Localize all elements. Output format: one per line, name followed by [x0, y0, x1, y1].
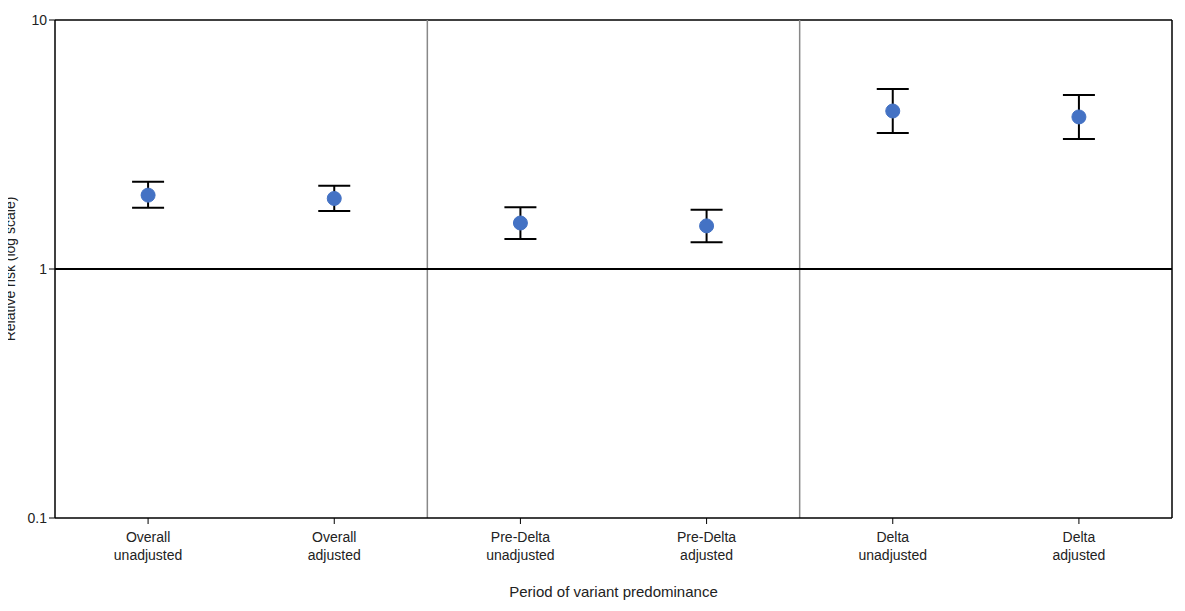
- svg-text:10: 10: [31, 12, 47, 28]
- svg-text:Deltaunadjusted: Deltaunadjusted: [858, 529, 927, 563]
- svg-text:Period of variant predominance: Period of variant predominance: [509, 583, 717, 600]
- svg-text:Overalladjusted: Overalladjusted: [308, 529, 361, 563]
- svg-text:1: 1: [39, 261, 47, 277]
- svg-text:0.1: 0.1: [28, 510, 48, 526]
- svg-text:Overallunadjusted: Overallunadjusted: [114, 529, 183, 563]
- svg-text:Pre-Deltaunadjusted: Pre-Deltaunadjusted: [486, 529, 555, 563]
- svg-text:Deltaadjusted: Deltaadjusted: [1052, 529, 1105, 563]
- svg-text:Relative risk (log scale): Relative risk (log scale): [8, 197, 18, 342]
- svg-text:Pre-Deltaadjusted: Pre-Deltaadjusted: [677, 529, 736, 563]
